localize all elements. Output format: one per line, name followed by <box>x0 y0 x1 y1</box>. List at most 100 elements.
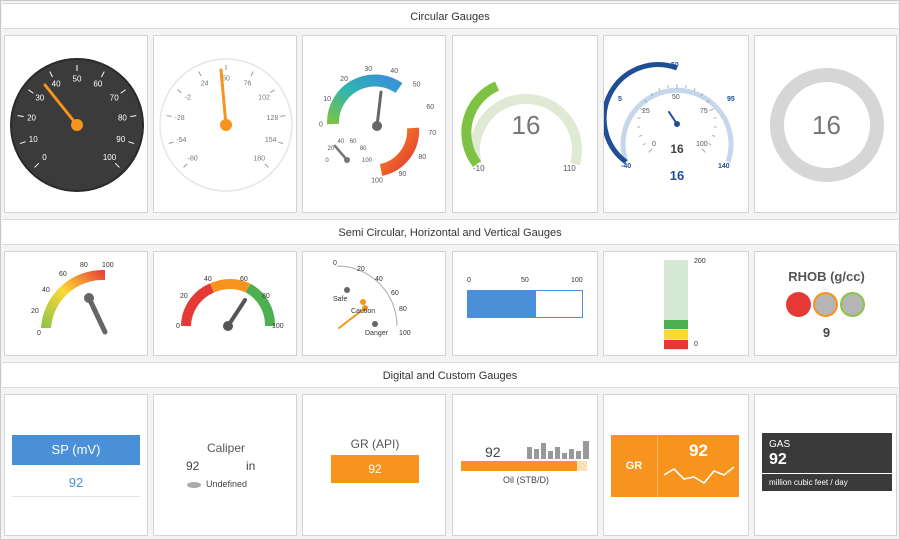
rhob-light-green <box>840 292 865 317</box>
gas-unit: million cubic feet / day <box>769 478 848 487</box>
gauge2-tick-label: -54 <box>176 137 186 144</box>
gauge3-inner-tick-label: 60 <box>350 139 357 145</box>
hbar-tick-2: 100 <box>571 277 583 284</box>
gauge3-outer-tick-label: 90 <box>399 171 407 178</box>
gauge3-inner-tick-label: 40 <box>337 139 344 145</box>
gauge3-inner-tick-label: 20 <box>327 146 334 152</box>
gauge5-inner-tick-mark <box>648 148 653 153</box>
gauge5-value-inner: 16 <box>670 142 684 156</box>
gr-api-value: 92 <box>331 455 419 483</box>
gauge3-outer-tick-label: 50 <box>413 82 421 89</box>
semi3-tick-1: 20 <box>357 266 365 273</box>
section-title-circular: Circular Gauges <box>2 3 898 29</box>
gauge3-outer-tick-label: 20 <box>340 76 348 83</box>
gauge5-tick-0: -40 <box>621 163 632 170</box>
digital-gr-api[interactable]: GR (API) 92 <box>302 394 446 536</box>
semi2-tick-3: 60 <box>240 276 248 283</box>
gauge-quarter-gradient[interactable]: 0 20 40 60 80 100 <box>4 251 148 356</box>
oil-sparkbars <box>527 441 589 459</box>
gauge1-tick-mark <box>19 141 26 145</box>
gauge5-inner-tick-mark <box>667 85 669 89</box>
digital-gr-spark[interactable]: GR 92 <box>603 394 749 536</box>
semi2-tick-2: 40 <box>204 276 212 283</box>
rhob-light-orange <box>813 292 838 317</box>
gauge2-tick-mark <box>280 115 286 117</box>
gauge1-tick-label: 10 <box>29 135 38 144</box>
gauge5-tick-3: 95 <box>727 96 735 103</box>
gauge1-tick-label: 90 <box>116 135 125 144</box>
gauge1-tick-label: 100 <box>103 153 117 162</box>
semi1-tick-2: 40 <box>42 287 50 294</box>
gauge5-inner-tick-mark <box>712 135 716 137</box>
gauge5-tick-4: 140 <box>718 163 730 170</box>
gauge-rhob-lights[interactable]: RHOB (g/cc) 9 <box>754 251 897 356</box>
gauge2-tick-mark <box>264 163 269 168</box>
semi3-tick-5: 100 <box>399 330 411 337</box>
gauge2-tick-mark <box>177 89 182 94</box>
gauge1-tick-label: 50 <box>73 75 82 84</box>
gauge1-tick-label: 20 <box>27 113 36 122</box>
gauge4-max: 110 <box>563 164 576 173</box>
caliper-status-dot <box>187 482 201 488</box>
gr-api-title: GR (API) <box>350 437 400 451</box>
digital-oil[interactable]: 92 Oil (STB/D) <box>452 394 598 536</box>
gr-spark-label: GR <box>625 460 643 472</box>
hbar-track <box>467 290 583 318</box>
semi3-label-safe: Safe <box>333 296 348 303</box>
gauge2-tick-label: -2 <box>185 95 191 102</box>
oil-bar-track <box>461 461 587 471</box>
gauge-horizontal-bar[interactable]: 0 50 100 <box>452 251 598 356</box>
section-title-semi: Semi Circular, Horizontal and Vertical G… <box>2 219 898 245</box>
gauge1-tick-mark <box>120 89 126 94</box>
gauge3-outer-tick-label: 70 <box>428 130 436 137</box>
gauge-semi-traffic[interactable]: 0 20 40 60 80 100 <box>153 251 297 356</box>
gauge5-inner-tick-mark <box>701 148 706 153</box>
gauge2-tick-label: 154 <box>265 137 277 144</box>
digital-caliper[interactable]: Caliper 92 in Undefined <box>153 394 297 536</box>
gauge-vertical-bar[interactable]: 200 0 <box>603 251 749 356</box>
gauge1-tick-label: 70 <box>110 94 119 103</box>
gauge-gradient-dual[interactable]: 0 10 20 30 40 50 60 70 80 90 100 0 20 40 60 80 100 <box>302 35 446 213</box>
gauge3-outer-tick-label: 30 <box>364 66 372 73</box>
vbar-green <box>664 320 688 329</box>
gauge2-tick-mark <box>278 141 284 145</box>
section-title-digital: Digital and Custom Gauges <box>2 362 898 388</box>
rhob-value: 9 <box>822 325 831 340</box>
gauge5-inner-4: 100 <box>696 141 708 148</box>
gauge2-tick-label: -80 <box>188 156 198 163</box>
gauge5-tick-1: 5 <box>618 96 622 103</box>
caliper-unit: in <box>246 459 256 473</box>
caliper-title: Caliper <box>206 441 245 455</box>
gr-spark-value: 92 <box>689 441 708 460</box>
gauge1-tick-mark <box>114 162 120 168</box>
gauge-blue-dual-scale[interactable]: -40 5 50 95 140 0 25 50 75 100 16 16 <box>603 35 749 213</box>
gauge5-inner-tick-mark <box>709 108 715 111</box>
gauge-safe-caution-danger[interactable]: 0 20 40 60 80 100 Safe Caution Danger <box>302 251 446 356</box>
gauge5-inner-tick-mark <box>642 142 646 146</box>
gauge-arc-value[interactable]: 16 -10 110 <box>452 35 598 213</box>
gauge5-inner-tick-mark <box>693 88 696 92</box>
gauge2-tick-label: -28 <box>175 115 185 122</box>
digital-gas[interactable]: GAS 92 million cubic feet / day <box>754 394 897 536</box>
vbar-top-label: 200 <box>694 258 706 265</box>
gauge3-outer-tick-label: 40 <box>390 68 398 75</box>
gauge5-inner-tick-mark <box>658 88 661 92</box>
semi3-label-caution: Caution <box>351 308 376 315</box>
gauge-light-speedometer[interactable]: -80 -54 -28 -2 24 50 76 102 128 154 180 <box>153 35 297 213</box>
gauge1-tick-mark <box>28 89 34 94</box>
gas-divider <box>762 473 892 474</box>
digital-sp[interactable]: SP (mV) 92 <box>4 394 148 536</box>
gauge3-outer-tick-label: 80 <box>418 154 426 161</box>
vbar-yellow <box>664 330 688 339</box>
gauge5-inner-tick-mark <box>638 135 642 137</box>
gauge3-outer-tick-label: 100 <box>371 177 383 184</box>
gauge-dark-speedometer[interactable]: 0 10 20 30 40 50 60 70 80 90 100 <box>4 35 148 213</box>
semi2-tick-1: 20 <box>180 293 188 300</box>
gauge4-min: -10 <box>473 164 485 173</box>
hbar-tick-1: 50 <box>521 277 529 284</box>
gauge-ring[interactable]: 16 <box>754 35 897 213</box>
gauge2-tick-mark <box>250 71 254 77</box>
gauge5-inner-tick-mark <box>644 100 648 103</box>
gauge2-tick-label: 128 <box>267 115 279 122</box>
